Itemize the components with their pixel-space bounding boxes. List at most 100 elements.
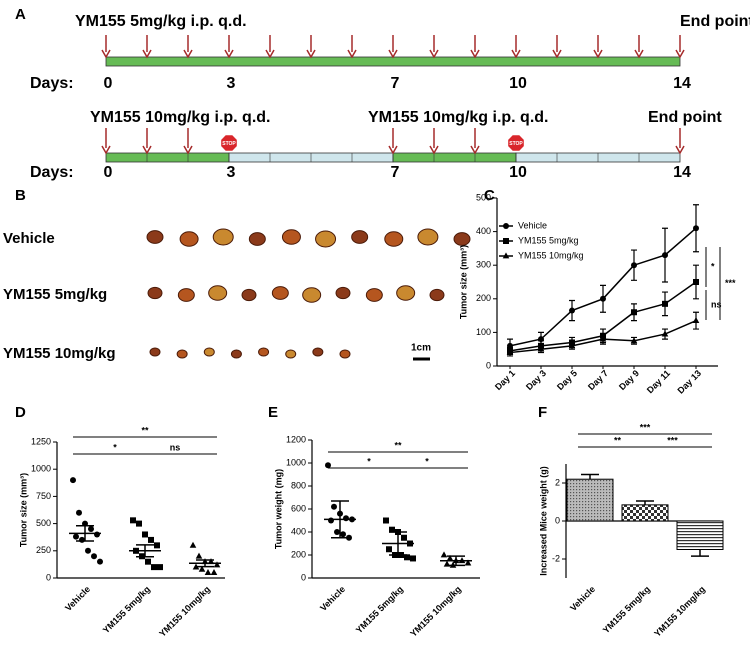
marker <box>157 564 163 571</box>
treatment-label: YM155 10mg/kg i.p. q.d. <box>368 109 549 126</box>
marker <box>537 345 545 352</box>
significance-label: *** <box>667 435 678 445</box>
y-tick-label: 0 <box>301 572 306 582</box>
marker <box>693 225 699 232</box>
group-label: YM155 5mg/kg <box>3 286 107 303</box>
marker <box>198 565 206 572</box>
error-bar <box>636 500 654 505</box>
x-tick-label: Vehicle <box>568 584 597 613</box>
y-tick-label: 400 <box>291 526 306 536</box>
significance-label: *** <box>725 278 736 288</box>
significance-label: * <box>425 456 429 466</box>
tumor-photo <box>281 229 301 245</box>
significance-label: * <box>711 261 715 271</box>
y-tick-label: 100 <box>476 327 491 337</box>
y-tick-label: 600 <box>291 503 306 513</box>
tumor-photo <box>315 230 337 248</box>
days-label: Days: <box>30 75 74 92</box>
tumor-photo <box>146 230 164 244</box>
dose-arrow-head <box>142 145 152 155</box>
day-label: 3 <box>227 164 236 181</box>
days-label: Days: <box>30 164 74 181</box>
dose-arrow-head <box>675 49 685 59</box>
marker <box>142 531 148 538</box>
stop-text: STOP <box>509 141 523 147</box>
tumor-photo <box>212 228 234 246</box>
panel-label: E <box>268 404 278 421</box>
marker <box>136 520 142 527</box>
marker <box>568 342 576 349</box>
panel-label: B <box>15 187 26 204</box>
marker <box>148 536 154 543</box>
marker <box>692 317 700 324</box>
error-bar <box>447 555 465 567</box>
tumor-photo <box>241 288 257 302</box>
marker <box>151 564 157 571</box>
y-tick-label: 1200 <box>286 434 306 444</box>
day-label: 0 <box>104 164 113 181</box>
end-point-label: End point <box>648 109 722 126</box>
y-tick-label: 200 <box>291 549 306 559</box>
tumor-photo <box>429 288 445 302</box>
marker <box>130 517 136 524</box>
marker <box>76 509 82 516</box>
marker <box>630 337 638 344</box>
marker <box>404 554 410 561</box>
marker <box>85 547 91 554</box>
stop-sign <box>220 134 238 152</box>
marker <box>661 330 669 337</box>
dose-arrow-head <box>429 49 439 59</box>
marker <box>693 279 699 285</box>
marker <box>446 554 454 561</box>
day-label: 10 <box>509 75 527 92</box>
dose-arrow-head <box>183 49 193 59</box>
x-tick-label: Day 9 <box>617 368 641 392</box>
dose-arrow-head <box>470 49 480 59</box>
marker <box>94 531 100 538</box>
y-tick-label: 0 <box>46 572 51 582</box>
error-bar <box>389 531 407 556</box>
dose-arrow-head <box>142 49 152 59</box>
marker <box>386 546 392 553</box>
day-label: 7 <box>391 75 400 92</box>
panel-label: C <box>484 187 495 204</box>
dose-arrow-head <box>675 145 685 155</box>
legend-label: YM155 10mg/kg <box>518 250 584 260</box>
marker <box>213 561 221 568</box>
tumor-photo <box>285 349 297 359</box>
marker <box>410 555 416 562</box>
y-tick-label: -2 <box>552 553 560 563</box>
tumor-photo <box>176 349 188 359</box>
stop-sign <box>507 134 525 152</box>
tumor-photo <box>384 231 404 247</box>
dose-arrow-head <box>388 145 398 155</box>
day-label: 10 <box>509 164 527 181</box>
scale-label: 1cm <box>411 343 431 354</box>
group-label: Vehicle <box>3 230 55 247</box>
marker <box>79 536 85 543</box>
marker <box>440 551 448 558</box>
marker <box>506 348 514 355</box>
tumor-photo <box>230 349 242 359</box>
day-label: 14 <box>673 75 691 92</box>
error-bar <box>331 500 349 539</box>
dose-arrow-head <box>552 49 562 59</box>
tumor-photo <box>203 347 215 357</box>
timeline-segment <box>392 152 517 163</box>
tumor-photo <box>248 232 266 246</box>
bar <box>676 520 724 550</box>
significance-label: * <box>367 456 371 466</box>
marker <box>662 252 668 259</box>
dose-arrow-head <box>101 145 111 155</box>
dose-arrow-head <box>429 145 439 155</box>
marker <box>88 526 94 533</box>
marker <box>662 300 668 307</box>
marker <box>503 238 509 244</box>
dose-arrow-head <box>347 49 357 59</box>
y-axis-label: Tumor size (mm³) <box>458 245 468 319</box>
marker <box>70 477 76 484</box>
panel-label: A <box>15 6 26 23</box>
marker <box>599 335 607 342</box>
x-tick-label: Day 11 <box>645 368 672 395</box>
treatment-label: YM155 5mg/kg i.p. q.d. <box>75 13 247 30</box>
